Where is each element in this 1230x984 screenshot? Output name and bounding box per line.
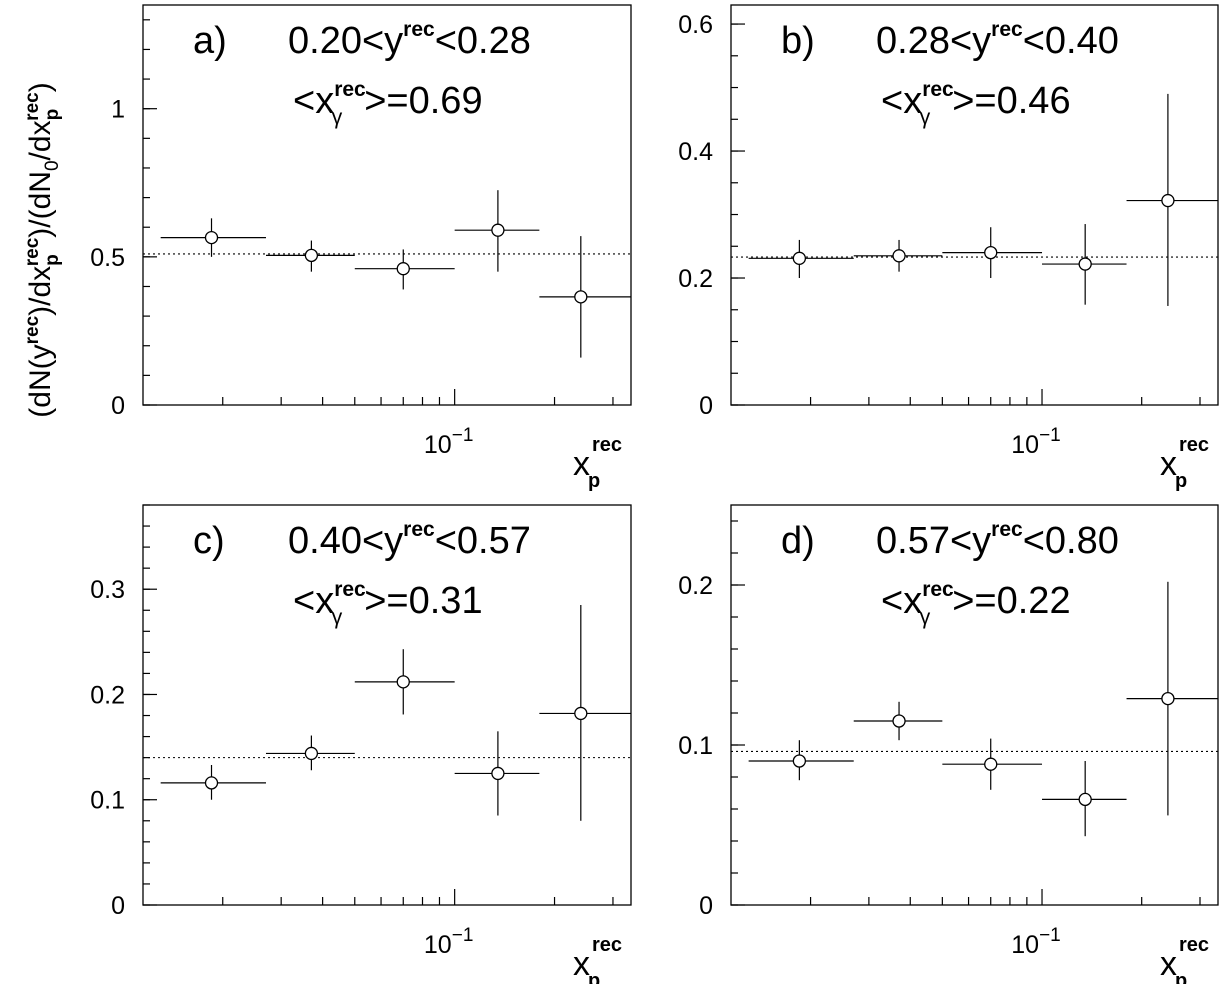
y-tick-label: 0.2 [678,572,713,600]
x-tick-label: 10−1 [424,925,473,959]
y-tick-label: 0.3 [90,576,125,604]
panel-a: 0 0.5 1 10−1 x rec p a) 0.20<yrec<0.28 <xrec γ >=0.… [90,4,632,492]
y-axis-label: (dN(yrec)/dxprec)/(dN0/dxprec) [22,82,63,417]
y-tick-label: 0.5 [90,244,125,272]
data-point [454,731,540,816]
y-tick-label: 0.2 [90,681,125,709]
x-axis-label: x rec p [1160,934,1209,984]
y-tick-label: 0 [111,892,125,920]
y-tick-label: 0.1 [90,787,125,815]
point-marker [984,757,998,771]
point-marker [984,245,998,260]
y-tick-label: 1 [111,96,125,124]
data-point [942,227,1043,279]
data-point [942,738,1043,790]
point-marker [792,251,807,265]
panel-b-frame [730,4,1219,406]
y-tick-label: 0 [699,892,713,920]
panel-c: 0 0.1 0.2 0.3 10−1 x rec p c) 0.40<yrec<0.57 <xrec… [90,504,632,984]
x-axis-label: x rec p [573,934,622,984]
panel-d: 0 0.1 0.2 10−1 x rec p d) 0.57<yrec<0.80 <xrec γ >=… [678,504,1219,984]
point-marker [1078,792,1092,807]
panel-subtitle: <xrec γ >=0.22 [881,578,1071,629]
x-tick-label: 10−1 [1011,425,1060,459]
point-marker [304,248,319,263]
point-marker [204,230,219,245]
panel-d-frame [730,504,1219,906]
data-point [748,239,854,279]
panel-a-frame [142,4,632,406]
panel-b: 0 0.2 0.4 0.6 10−1 x rec p b) 0.28<yrec<0.40 <xrec… [678,4,1219,492]
y-tick-label: 0.6 [678,11,713,39]
point-marker [491,223,505,237]
data-point [539,605,631,821]
data-point [160,218,266,257]
x-tick-label: 10−1 [1011,925,1060,959]
panel-title: 0.40<yrec<0.57 [288,518,531,562]
data-point [539,236,631,358]
point-marker [1161,691,1175,706]
panel-label: a) [193,20,227,62]
point-marker [1078,257,1092,271]
panel-label: b) [781,20,815,62]
panel-title: 0.20<yrec<0.28 [288,18,531,62]
y-tick-label: 0.2 [678,265,713,293]
data-point [853,701,943,741]
x-tick-label: 10−1 [424,425,473,459]
panel-subtitle: <xrec γ >=0.31 [293,578,483,629]
panel-title: 0.28<yrec<0.40 [876,18,1119,62]
data-point [1042,224,1127,305]
point-marker [304,746,319,761]
point-marker [792,754,807,768]
point-marker [491,766,505,781]
panel-title: 0.57<yrec<0.80 [876,518,1119,562]
y-tick-label: 0.4 [678,138,713,166]
panel-subtitle: <xrec γ >=0.69 [293,78,483,129]
point-marker [892,249,906,263]
panel-label: c) [193,520,225,562]
point-marker [1161,193,1175,208]
data-point [853,239,943,272]
x-axis-label: x rec p [573,434,622,492]
panel-c-frame [142,504,632,906]
point-marker [204,776,219,790]
point-marker [574,290,588,304]
data-point [265,735,355,771]
data-point [454,190,540,272]
x-axis-label: x rec p [1160,434,1209,492]
panel-label: d) [781,520,815,562]
point-marker [892,714,906,728]
point-marker [396,262,410,276]
data-point [1042,761,1127,837]
data-point [354,649,455,715]
point-marker [574,706,588,721]
y-tick-label: 0 [699,392,713,420]
data-point [354,249,455,290]
data-point [265,240,355,272]
y-tick-label: 0.1 [678,732,713,760]
data-point [748,740,854,781]
data-point [160,765,266,800]
point-marker [396,675,410,689]
y-tick-label: 0 [111,392,125,420]
panel-subtitle: <xrec γ >=0.46 [881,78,1071,129]
data-point [1126,93,1218,306]
data-point [1126,581,1218,816]
